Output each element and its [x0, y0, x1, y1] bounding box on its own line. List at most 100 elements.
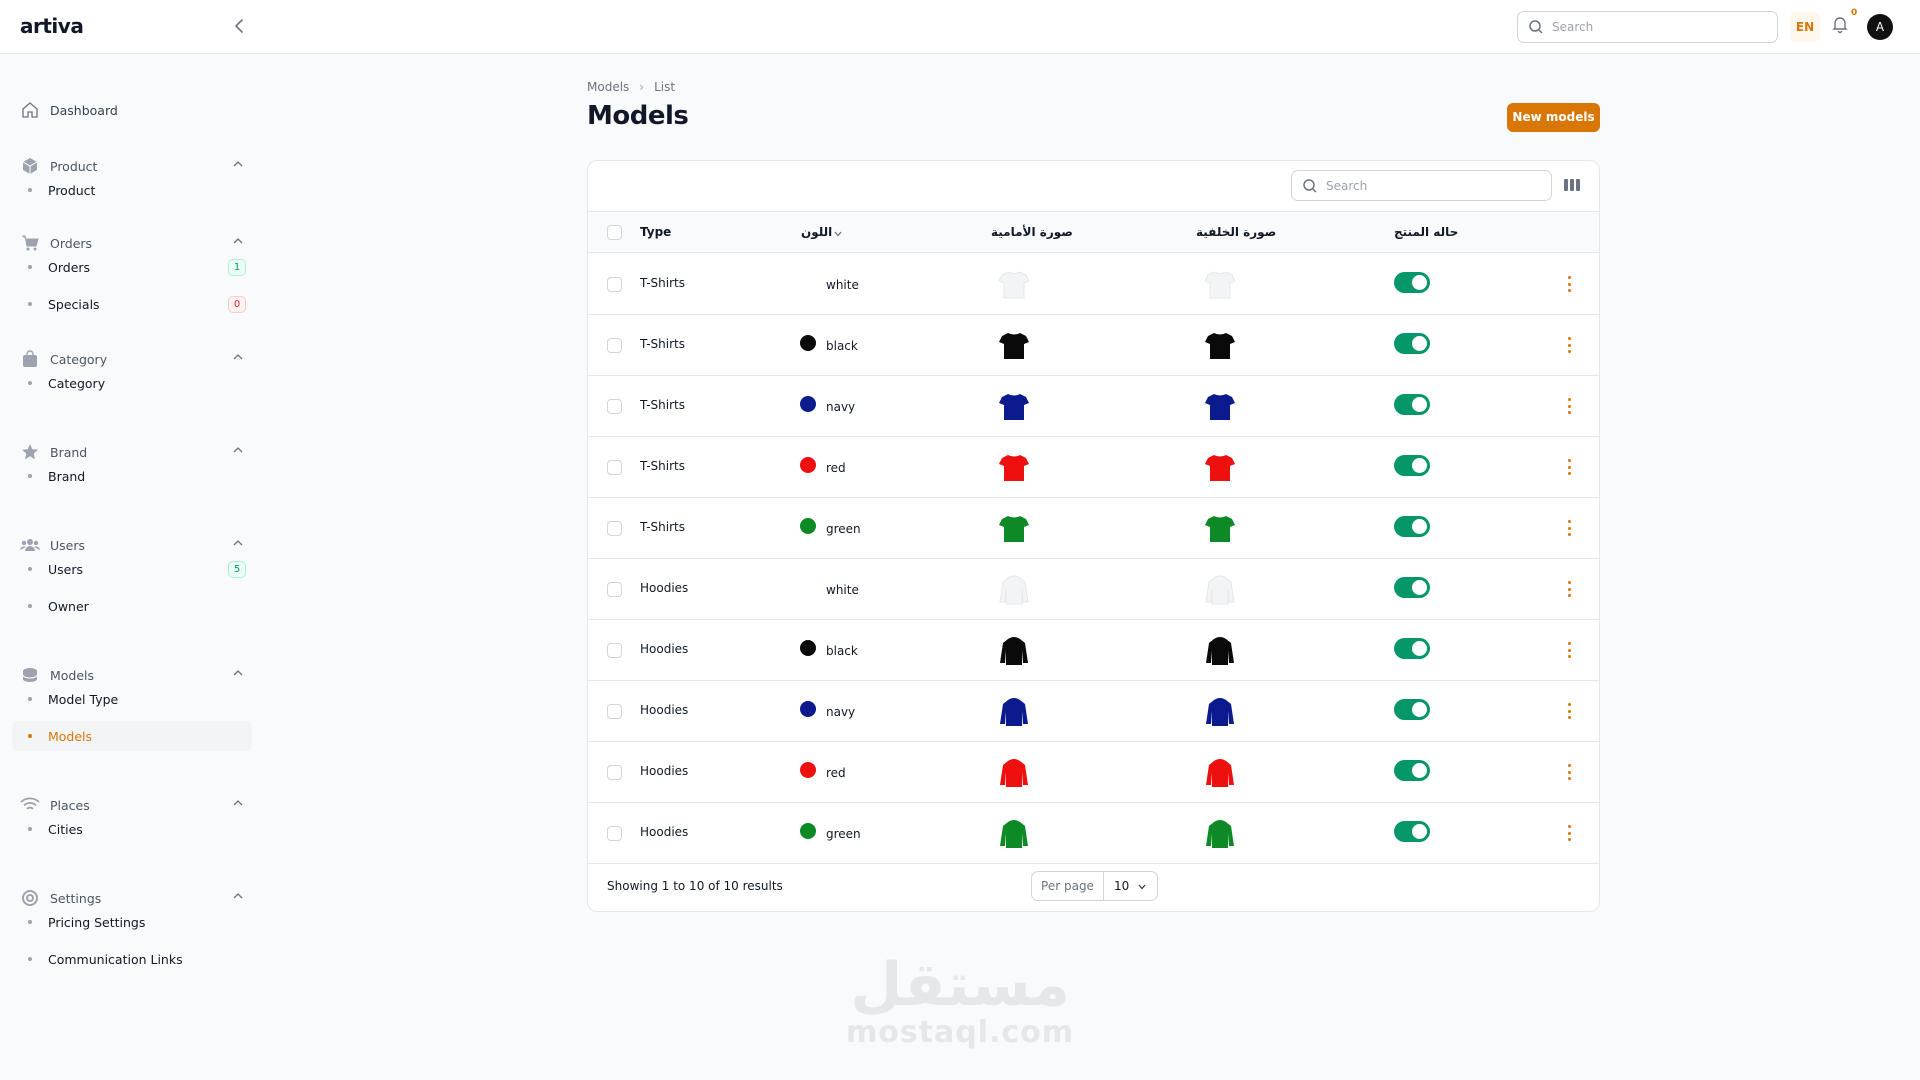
- sidebar-group-title: Models: [50, 667, 95, 683]
- sidebar-group-product[interactable]: Product: [20, 152, 97, 180]
- back-image: [1206, 759, 1234, 787]
- sidebar-group-places[interactable]: Places: [20, 791, 90, 819]
- sidebar-group-title: Brand: [50, 444, 88, 460]
- box-icon: [20, 156, 40, 176]
- row-actions-kebab-icon[interactable]: [1566, 764, 1572, 780]
- models-table-card: Search Type اللون صورة الأمامية صورة الخ…: [587, 160, 1600, 912]
- app-logo[interactable]: artiva: [20, 14, 84, 38]
- header-color[interactable]: اللون: [801, 225, 833, 239]
- sidebar-item-cities[interactable]: Cities: [12, 814, 252, 844]
- chevron-up-icon[interactable]: [232, 667, 244, 679]
- row-checkbox[interactable]: [607, 338, 622, 353]
- chevron-up-icon[interactable]: [232, 235, 244, 247]
- color-swatch: [800, 518, 816, 534]
- new-models-button[interactable]: New models: [1507, 103, 1600, 132]
- row-checkbox[interactable]: [607, 643, 622, 658]
- table-row: Hoodies navy: [588, 681, 1599, 742]
- breadcrumb: Models › List: [587, 80, 675, 94]
- chevron-up-icon[interactable]: [232, 797, 244, 809]
- sidebar-item-models[interactable]: Models: [12, 721, 252, 751]
- breadcrumb-models-link[interactable]: Models: [587, 80, 630, 94]
- back-image: [1204, 271, 1236, 299]
- row-checkbox[interactable]: [607, 460, 622, 475]
- notifications-bell-icon[interactable]: [1830, 14, 1854, 38]
- row-actions-kebab-icon[interactable]: [1566, 642, 1572, 658]
- cell-color: black: [826, 339, 858, 353]
- row-checkbox[interactable]: [607, 399, 622, 414]
- sidebar-group-settings[interactable]: Settings: [20, 884, 101, 912]
- sidebar-item-owner[interactable]: Owner: [12, 591, 252, 621]
- status-toggle[interactable]: [1394, 455, 1430, 476]
- row-actions-kebab-icon[interactable]: [1566, 459, 1572, 475]
- row-checkbox[interactable]: [607, 704, 622, 719]
- row-actions-kebab-icon[interactable]: [1566, 398, 1572, 414]
- sidebar-item-specials[interactable]: Specials 0: [12, 289, 252, 319]
- user-avatar[interactable]: A: [1867, 14, 1893, 40]
- row-checkbox[interactable]: [607, 582, 622, 597]
- chevron-up-icon[interactable]: [232, 444, 244, 456]
- table-search-input[interactable]: Search: [1291, 170, 1552, 201]
- header-type[interactable]: Type: [640, 225, 672, 239]
- chevron-up-icon[interactable]: [232, 158, 244, 170]
- back-image: [1206, 637, 1234, 665]
- row-checkbox[interactable]: [607, 826, 622, 841]
- sidebar-item-product[interactable]: Product: [12, 175, 252, 205]
- table-search-placeholder: Search: [1326, 179, 1368, 193]
- sidebar-group-category[interactable]: Category: [20, 345, 107, 373]
- status-toggle[interactable]: [1394, 333, 1430, 354]
- sidebar-item-orders[interactable]: Orders 1: [12, 252, 252, 282]
- color-swatch: [800, 762, 816, 778]
- row-checkbox[interactable]: [607, 277, 622, 292]
- status-toggle[interactable]: [1394, 638, 1430, 659]
- cart-icon: [20, 233, 40, 253]
- columns-toggle-icon[interactable]: [1563, 177, 1581, 193]
- status-toggle[interactable]: [1394, 516, 1430, 537]
- per-page-label: Per page: [1032, 872, 1104, 900]
- sidebar-item-users[interactable]: Users 5: [12, 554, 252, 584]
- back-image: [1206, 698, 1234, 726]
- sidebar-item-model-type[interactable]: Model Type: [12, 684, 252, 714]
- cell-type: Hoodies: [640, 825, 689, 839]
- status-toggle[interactable]: [1394, 821, 1430, 842]
- row-checkbox[interactable]: [607, 765, 622, 780]
- chevron-up-icon[interactable]: [232, 351, 244, 363]
- status-toggle[interactable]: [1394, 272, 1430, 293]
- front-image: [999, 333, 1029, 359]
- chevron-down-icon[interactable]: [833, 229, 843, 239]
- row-actions-kebab-icon[interactable]: [1566, 520, 1572, 536]
- status-toggle[interactable]: [1394, 394, 1430, 415]
- table-row: Hoodies red: [588, 742, 1599, 803]
- row-actions-kebab-icon[interactable]: [1566, 703, 1572, 719]
- table-row: T-Shirts white: [588, 254, 1599, 315]
- sidebar-item-dashboard[interactable]: Dashboard: [20, 96, 118, 124]
- row-actions-kebab-icon[interactable]: [1566, 337, 1572, 353]
- sidebar-item-communication-links[interactable]: Communication Links: [12, 944, 252, 974]
- status-toggle[interactable]: [1394, 699, 1430, 720]
- global-search-input[interactable]: Search: [1517, 11, 1778, 43]
- sidebar-group-users[interactable]: Users: [20, 531, 85, 559]
- row-actions-kebab-icon[interactable]: [1566, 581, 1572, 597]
- cell-type: T-Shirts: [640, 520, 686, 534]
- per-page-select[interactable]: Per page 10: [1031, 871, 1158, 901]
- status-toggle[interactable]: [1394, 760, 1430, 781]
- chevron-right-icon: ›: [639, 80, 645, 94]
- per-page-value[interactable]: 10: [1104, 872, 1157, 900]
- sidebar-item-brand[interactable]: Brand: [12, 461, 252, 491]
- sidebar-item-pricing-settings[interactable]: Pricing Settings: [12, 907, 252, 937]
- select-all-checkbox[interactable]: [607, 225, 622, 240]
- sidebar-item-category[interactable]: Category: [12, 368, 252, 398]
- sidebar-group-models[interactable]: Models: [20, 661, 94, 689]
- sidebar-group-brand[interactable]: Brand: [20, 438, 87, 466]
- back-image: [1205, 394, 1235, 420]
- collapse-sidebar-icon[interactable]: [230, 16, 250, 36]
- language-switcher[interactable]: EN: [1790, 12, 1820, 42]
- status-toggle[interactable]: [1394, 577, 1430, 598]
- sidebar-group-orders[interactable]: Orders: [20, 229, 92, 257]
- table-row: T-Shirts green: [588, 498, 1599, 559]
- row-checkbox[interactable]: [607, 521, 622, 536]
- chevron-up-icon[interactable]: [232, 537, 244, 549]
- chevron-up-icon[interactable]: [232, 890, 244, 902]
- row-actions-kebab-icon[interactable]: [1566, 276, 1572, 292]
- front-image: [1000, 698, 1028, 726]
- row-actions-kebab-icon[interactable]: [1566, 825, 1572, 841]
